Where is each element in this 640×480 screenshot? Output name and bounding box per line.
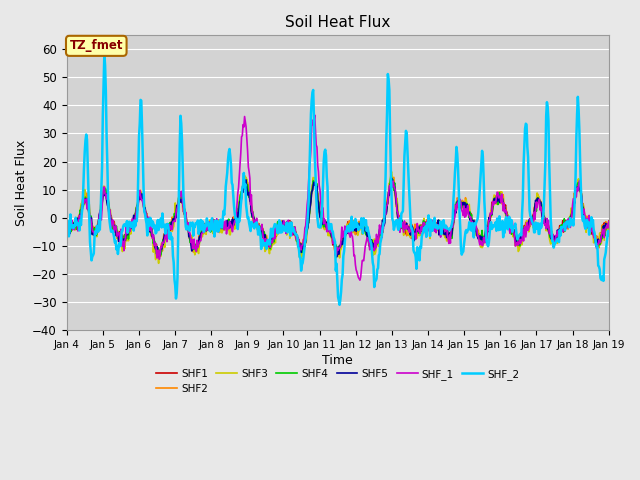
SHF5 <box>421 225 429 230</box>
SHF_1 <box>421 221 429 227</box>
SHF3 <box>155 261 163 266</box>
SHF_2 <box>421 228 429 234</box>
SHF3 <box>213 218 221 224</box>
SHF5 <box>333 254 340 260</box>
Legend: SHF1, SHF2, SHF3, SHF4, SHF5, SHF_1, SHF_2: SHF1, SHF2, SHF3, SHF4, SHF5, SHF_1, SHF… <box>152 365 524 398</box>
SHF_2 <box>100 51 108 57</box>
Line: SHF_2: SHF_2 <box>67 54 609 305</box>
SHF1 <box>154 252 162 258</box>
Line: SHF1: SHF1 <box>67 178 609 255</box>
SHF_2 <box>72 218 80 224</box>
SHF1 <box>388 175 396 180</box>
Line: SHF3: SHF3 <box>67 172 609 264</box>
SHF1 <box>184 224 192 230</box>
SHF_1 <box>212 228 220 233</box>
SHF_1 <box>311 112 319 118</box>
SHF_1 <box>405 229 413 235</box>
SHF_2 <box>184 226 192 232</box>
SHF_2 <box>129 224 137 229</box>
SHF_1 <box>63 221 70 227</box>
SHF_1 <box>129 216 136 222</box>
SHF1 <box>63 217 70 223</box>
X-axis label: Time: Time <box>323 354 353 367</box>
SHF4 <box>405 228 413 234</box>
SHF1 <box>213 222 221 228</box>
SHF4 <box>72 227 80 232</box>
Line: SHF4: SHF4 <box>67 176 609 257</box>
SHF1 <box>405 227 413 233</box>
SHF4 <box>387 173 395 179</box>
SHF3 <box>72 224 80 229</box>
SHF_2 <box>405 183 413 189</box>
SHF4 <box>63 220 70 226</box>
SHF4 <box>605 224 612 230</box>
SHF5 <box>388 175 396 181</box>
SHF3 <box>421 225 429 230</box>
SHF5 <box>405 224 413 230</box>
SHF_2 <box>605 233 612 239</box>
SHF4 <box>421 222 429 228</box>
SHF5 <box>184 221 191 227</box>
SHF3 <box>63 235 70 240</box>
SHF5 <box>212 223 220 229</box>
SHF_2 <box>63 225 70 230</box>
SHF3 <box>129 218 136 224</box>
SHF_1 <box>605 219 612 225</box>
SHF5 <box>129 226 136 231</box>
SHF2 <box>184 222 192 228</box>
SHF5 <box>605 220 612 226</box>
SHF2 <box>213 223 221 228</box>
SHF_1 <box>356 277 364 283</box>
SHF2 <box>405 223 413 229</box>
SHF2 <box>421 222 429 228</box>
SHF5 <box>72 218 80 224</box>
SHF_1 <box>184 225 191 230</box>
Text: TZ_fmet: TZ_fmet <box>70 39 123 52</box>
SHF5 <box>63 217 70 223</box>
SHF_2 <box>336 302 344 308</box>
SHF1 <box>421 220 429 226</box>
SHF4 <box>155 254 163 260</box>
SHF3 <box>405 233 413 239</box>
SHF1 <box>605 218 612 224</box>
SHF1 <box>129 218 136 224</box>
SHF3 <box>388 169 396 175</box>
Line: SHF2: SHF2 <box>67 176 609 256</box>
SHF4 <box>213 222 221 228</box>
SHF2 <box>129 224 136 229</box>
SHF2 <box>156 253 163 259</box>
Title: Soil Heat Flux: Soil Heat Flux <box>285 15 390 30</box>
Line: SHF_1: SHF_1 <box>67 115 609 280</box>
Line: SHF5: SHF5 <box>67 178 609 257</box>
SHF1 <box>72 221 80 227</box>
SHF2 <box>63 228 70 233</box>
SHF2 <box>605 225 612 230</box>
SHF2 <box>72 222 80 228</box>
SHF3 <box>605 229 612 235</box>
SHF2 <box>241 173 248 179</box>
SHF_2 <box>213 219 221 225</box>
SHF3 <box>184 227 192 232</box>
Y-axis label: Soil Heat Flux: Soil Heat Flux <box>15 140 28 226</box>
SHF_1 <box>72 222 80 228</box>
SHF4 <box>129 221 136 227</box>
SHF4 <box>184 220 192 226</box>
